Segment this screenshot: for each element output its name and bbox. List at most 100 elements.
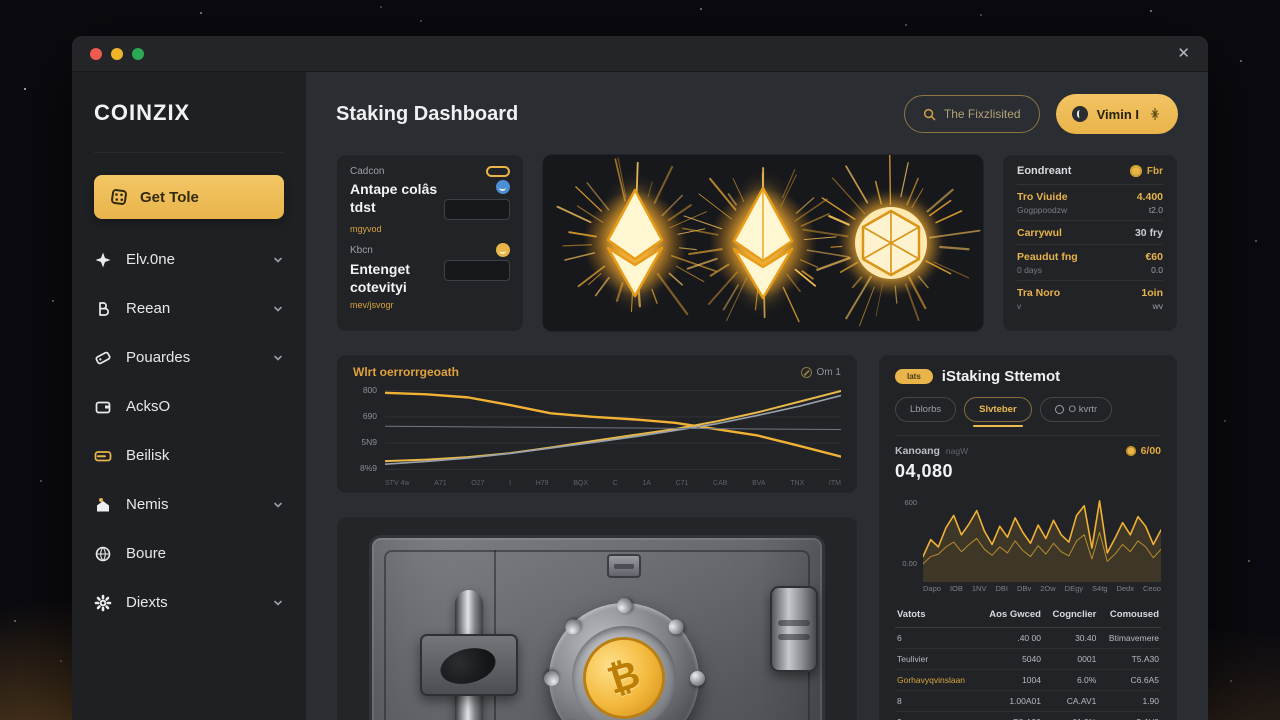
table-cell: CA.AV1	[1042, 690, 1099, 712]
summary-stats-card: Eondreant Fbr Tro Viuide Gogppoodzw 4.40…	[1002, 154, 1178, 332]
stats-row: Carrywul 30 fry	[1017, 221, 1163, 245]
tick-label: C	[612, 480, 618, 487]
safe-plate	[607, 554, 641, 578]
tick-label: DBI	[995, 584, 1009, 593]
sidebar-item-nemis[interactable]: Nemis	[94, 480, 284, 529]
table-cell: T5.A30	[1098, 648, 1161, 670]
sidebar-item-boure[interactable]: Boure	[94, 529, 284, 578]
sidebar-item-reean[interactable]: Reean	[94, 284, 284, 333]
table-row[interactable]: 9E0.A9061.9%5.AV0	[895, 711, 1161, 720]
y-axis-ticks: 600 0.00	[895, 490, 917, 582]
table-cell: 6.0%	[1042, 669, 1099, 691]
tab-lblorbs[interactable]: Lblorbs	[895, 397, 957, 422]
dial-bolt	[665, 615, 687, 637]
minimize-traffic-light[interactable]	[111, 47, 123, 60]
sidebar-item-beilisk[interactable]: Beilisk	[94, 431, 284, 480]
sidebar-item-label: Diexts	[126, 594, 168, 611]
stats-row: Tra Noro v 1oin wv	[1017, 287, 1163, 311]
get-token-label: Get Tole	[140, 188, 199, 206]
form-section-title: Entenget cotevityi	[350, 261, 410, 296]
stats-row: Peaudut fng 0 days €60 0.0	[1017, 245, 1163, 281]
connect-wallet-button[interactable]: Vimin I	[1055, 94, 1178, 134]
statement-title: iStaking Sttemot	[941, 368, 1061, 385]
sidebar-item-label: Nemis	[126, 496, 169, 513]
tick-label: Dedx	[1116, 584, 1134, 593]
search-button[interactable]: The Fixzlisited	[903, 95, 1040, 133]
tick-label: 800	[362, 385, 377, 395]
tick-label: Dapo	[923, 584, 941, 593]
tab-slvteber[interactable]: Slvteber	[964, 397, 1032, 427]
chevron-down-icon	[272, 303, 284, 315]
tick-label: Ceoo	[1143, 584, 1161, 593]
search-label: The Fixzlisited	[943, 107, 1021, 121]
wallet-label: Vimin I	[1096, 106, 1139, 122]
dice-icon	[110, 188, 128, 206]
x-axis-ticks: STV 4w A71 O27 I H79 BQX C 1A C71 CAB BVA TNX ITM	[353, 477, 841, 487]
close-icon[interactable]: ✕	[1177, 45, 1190, 62]
table-cell: 6	[895, 627, 979, 649]
table-row[interactable]: Gorhavyqvinslaan 1004 6.0% C6.6A5	[895, 669, 1161, 691]
ethereum-icon	[668, 155, 858, 331]
filter-icon	[800, 366, 812, 378]
token-icon	[496, 180, 510, 194]
amount-input[interactable]	[444, 260, 510, 281]
metric-label: Kanoang	[895, 445, 940, 457]
table-cell: 1.90	[1098, 690, 1161, 712]
tick-label: DEgy	[1064, 584, 1083, 593]
tag-icon	[94, 349, 112, 367]
table-row[interactable]: 6.40 00 30.40 Btimavemere	[895, 627, 1161, 649]
sidebar-item-elvone[interactable]: Elv.0ne	[94, 235, 284, 284]
amount-input[interactable]	[444, 199, 510, 220]
y-axis-ticks: 800 690 5N9 8%9	[353, 383, 377, 477]
tick-label: 600	[904, 498, 917, 507]
tick-label: ITM	[828, 480, 841, 487]
form-link[interactable]: mev/jsvogr	[350, 300, 394, 311]
main-content: Staking Dashboard The Fixzlisited Vimin …	[306, 72, 1208, 720]
table-cell: Btimavemere	[1098, 627, 1161, 649]
table-cell: 5040	[978, 648, 1043, 670]
table-cell: C6.6A5	[1098, 669, 1161, 691]
table-cell: 1.00A01	[978, 690, 1043, 712]
tick-label: C71	[675, 480, 689, 487]
wallet-icon	[94, 398, 112, 416]
stats-header-badge: Fbr	[1129, 165, 1163, 177]
validators-table: Vatots Aos Gwced Cognclier Comoused 6.40 00…	[895, 605, 1161, 720]
tick-label: 1NV	[971, 584, 987, 593]
form-section-label: Kbcn	[350, 244, 373, 256]
table-cell: 9	[895, 711, 979, 720]
table-row[interactable]: 8 1.00A01 CA.AV1 1.90	[895, 690, 1161, 712]
metric-stat: 6/00	[1125, 445, 1161, 457]
close-traffic-light[interactable]	[90, 47, 102, 60]
tab-okvrtr[interactable]: O kvrtr	[1039, 397, 1113, 422]
table-cell: 30.40	[1042, 627, 1099, 649]
x-axis-ticks: Dapo IOB 1NV DBI DBv 2Ow DEgy S4tg Dedx Ceoo	[895, 582, 1161, 593]
form-section-title: Antape colâs tdst	[350, 181, 438, 216]
bitcoin-icon	[94, 300, 112, 318]
table-cell: 8	[895, 690, 979, 712]
form-link[interactable]: mgyvod	[350, 224, 382, 234]
chevron-down-icon	[272, 352, 284, 364]
tick-label: 5N9	[361, 437, 377, 447]
safe-body: ₿	[369, 535, 825, 720]
sidebar-item-diexts[interactable]: Diexts	[94, 578, 284, 627]
dial-bolt	[561, 615, 583, 637]
maximize-traffic-light[interactable]	[132, 47, 144, 60]
dial-bolt	[616, 597, 632, 613]
toggle-pill-icon[interactable]	[486, 166, 510, 177]
table-cell: 61.9%	[1042, 711, 1099, 720]
get-token-button[interactable]: Get Tole	[94, 175, 284, 219]
table-row[interactable]: Teulivier 5040 0001 T5.A30	[895, 648, 1161, 670]
sidebar-item-pouardes[interactable]: Pouardes	[94, 333, 284, 382]
sidebar-item-label: Boure	[126, 545, 167, 562]
gear-icon	[94, 594, 112, 612]
tick-label: 690	[362, 411, 377, 421]
sidebar-item-label: Beilisk	[126, 447, 170, 464]
coin-icon	[496, 243, 510, 257]
dial-bolt	[689, 670, 705, 686]
chart-title: Wlrt oerrorrgeoath	[353, 365, 460, 379]
sidebar-item-ackso[interactable]: AcksO	[94, 382, 284, 431]
tick-label: CAB	[713, 480, 728, 487]
window-titlebar: ✕	[72, 36, 1208, 72]
chart-legend[interactable]: Om 1	[800, 366, 841, 378]
tick-label: 8%9	[359, 463, 377, 473]
